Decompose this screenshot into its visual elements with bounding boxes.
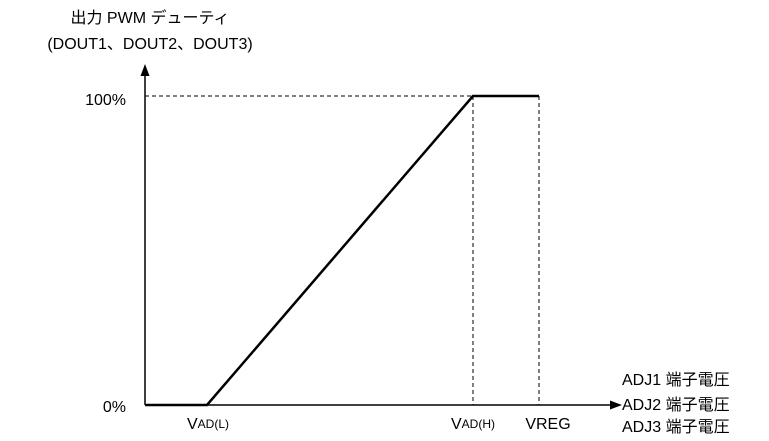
x-label-main: V <box>187 416 198 433</box>
y-title-line1: 出力 PWM デューティ <box>70 8 229 27</box>
x-label-vadh: VAD(H) <box>451 416 495 433</box>
x-title-line2: ADJ2 端子電圧 <box>622 396 730 414</box>
duty-curve <box>145 94 539 407</box>
x-title-line3: ADJ3 端子電圧 <box>622 418 730 436</box>
x-label-main: V <box>451 416 462 433</box>
x-title-line1: ADJ1 端子電圧 <box>622 371 730 389</box>
x-label-sub: AD(H) <box>462 417 495 431</box>
x-label-vadl: VAD(L) <box>187 416 229 433</box>
x-label-sub: AD(L) <box>198 417 229 431</box>
x-label-vreg: VREG <box>525 416 570 433</box>
y-title-line2: (DOUT1、DOUT2、DOUT3) <box>47 36 252 53</box>
y-label-bottom: 0% <box>103 399 126 416</box>
y-label-top: 100% <box>85 92 126 109</box>
